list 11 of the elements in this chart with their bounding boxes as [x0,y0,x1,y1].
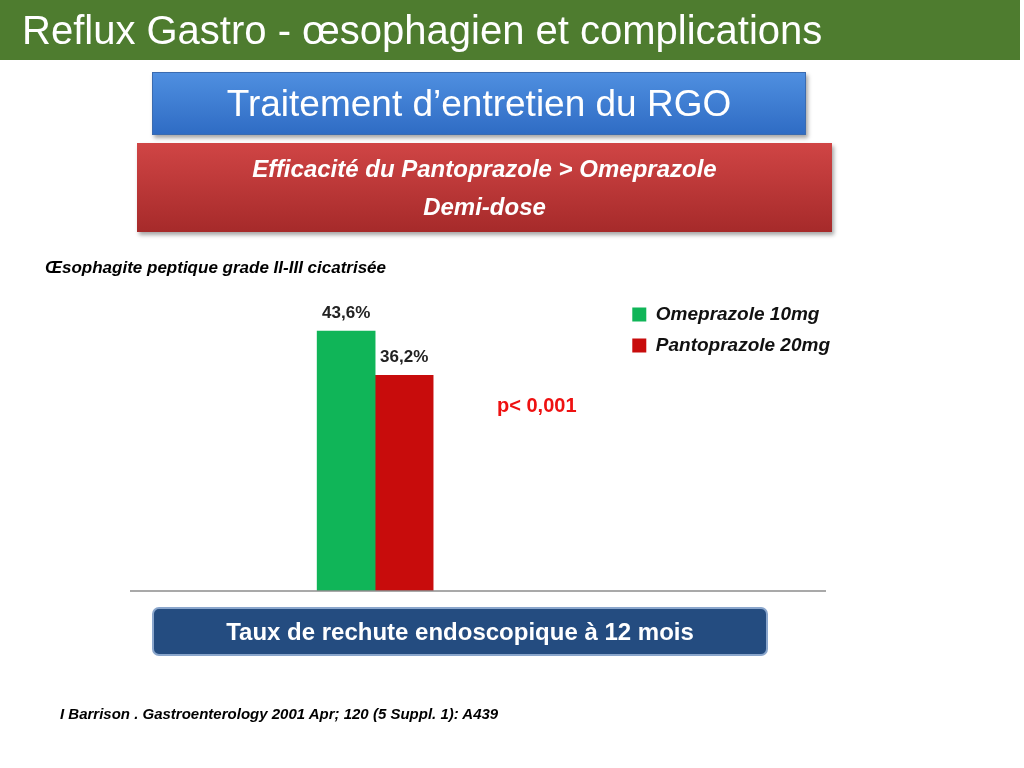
text: Efficacité du Pantoprazole > Omeprazole Demi-dose [251,153,718,222]
data-label: 36,2% [380,347,429,367]
text: Œsophagite peptique grade II-III cicatrisée [45,258,387,278]
x-axis-title: Taux de rechute endoscopique à 12 mois [152,607,768,656]
chart-title: Reflux Gastro - œsophagien et complications [0,0,1020,60]
text: I Barrison . Gastroenterology 2001 Apr; 120 (5 Suppl. 1): A439 [60,705,499,722]
legend-label: Omeprazole 10mg [655,302,820,324]
chart-subtitle: Traitement d’entretien du RGO [152,72,806,135]
data-label: 43,6% [322,303,371,323]
text: p< 0,001 [497,394,577,417]
legend-label: Pantoprazole 20mg [655,333,831,355]
